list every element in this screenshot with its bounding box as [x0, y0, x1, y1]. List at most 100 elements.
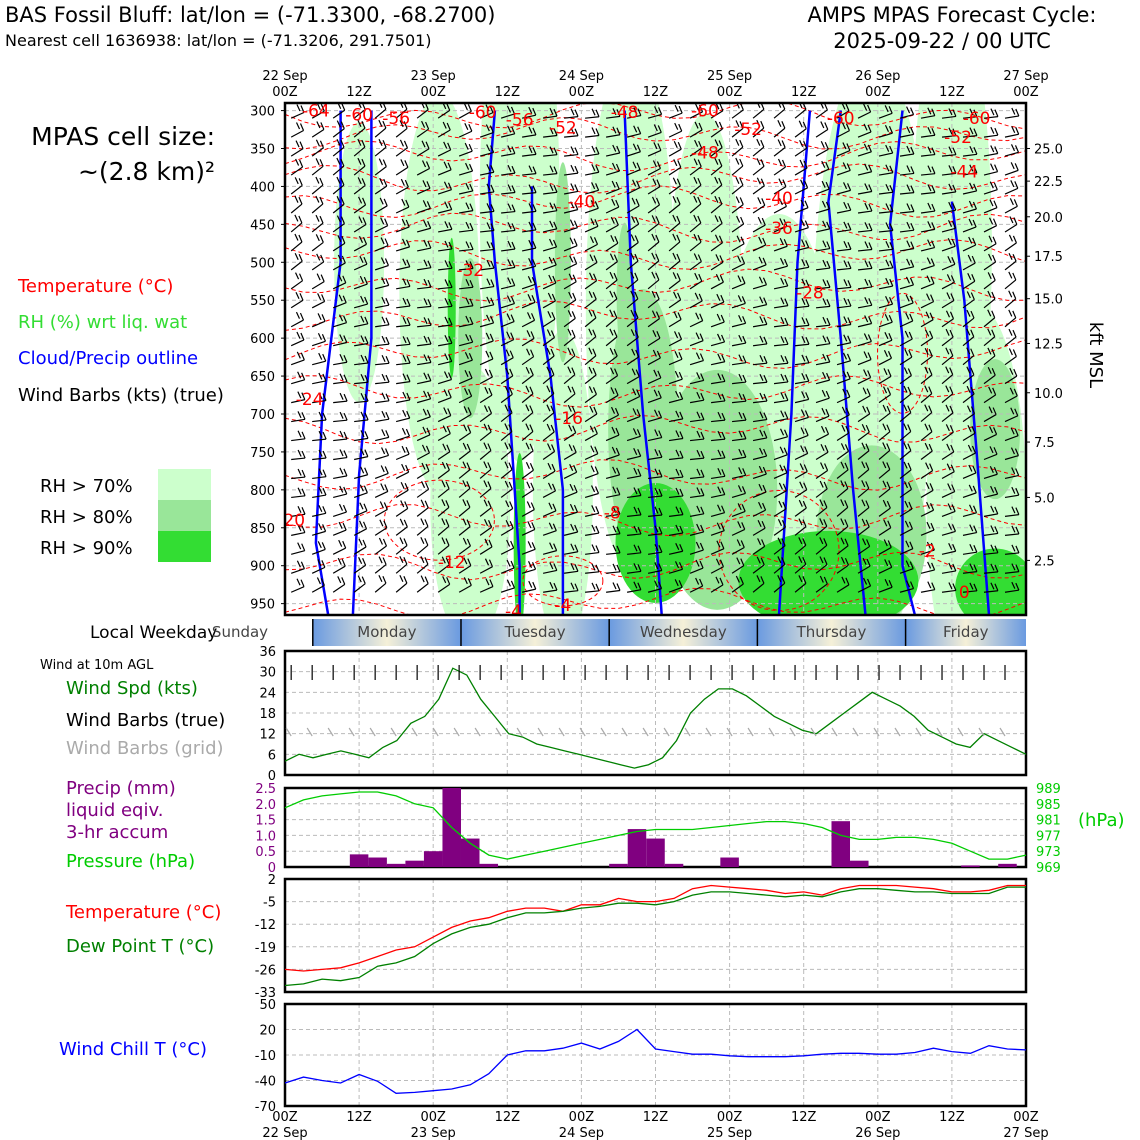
kft-tick-label: 15.0 — [1034, 293, 1063, 308]
wind-barb-flag — [694, 121, 699, 129]
wind-barb-flag — [406, 259, 411, 267]
wind-barb-flag — [658, 507, 663, 516]
wind-barb — [606, 513, 621, 517]
wind-barb-flag — [462, 442, 467, 450]
wind-barb-flag — [763, 336, 768, 345]
wind-barb-flag — [763, 317, 768, 325]
wind-barb-flag — [781, 120, 786, 129]
wind-barb — [291, 476, 306, 480]
wind-barb-flag — [847, 222, 852, 231]
wind-barb-flag — [843, 334, 848, 342]
wind-barb — [290, 241, 303, 252]
wind-barb-flag — [821, 160, 826, 168]
wind-barb — [626, 133, 641, 138]
wind-barb-flag — [756, 575, 761, 583]
wind-barb-flag — [952, 202, 957, 211]
wind-barb — [311, 566, 326, 574]
wind-barb — [564, 590, 579, 593]
wind-barb — [710, 222, 723, 233]
temperature-label: -40 — [568, 193, 596, 213]
wind-barb-flag — [589, 405, 594, 413]
wind-barb — [500, 469, 513, 479]
wind-barb-flag — [761, 520, 766, 529]
wind-barb-flag — [301, 525, 306, 533]
wind-barb — [857, 431, 870, 442]
wind-barb-grid — [663, 727, 670, 737]
wind-barb-flag — [529, 443, 534, 452]
wind-barb-flag — [653, 124, 658, 132]
wind-barb — [585, 571, 600, 574]
wind-barb — [815, 286, 831, 290]
wind-barb-flag — [868, 184, 873, 192]
wind-barb-flag — [568, 444, 573, 452]
wind-barb — [438, 267, 453, 271]
wind-barb — [584, 512, 599, 517]
wind-barb-flag — [399, 537, 404, 545]
wind-barb — [312, 512, 326, 517]
wind-barb — [647, 551, 663, 555]
wind-barb — [563, 245, 578, 252]
wind-barb-flag — [717, 449, 722, 457]
wind-barb-flag — [468, 389, 473, 397]
wind-barb-flag — [695, 332, 700, 340]
wind-barb-flag — [973, 544, 978, 553]
wind-barb — [710, 128, 723, 138]
wind-barb-flag — [931, 185, 936, 193]
wind-barb — [773, 245, 788, 252]
wind-barb-flag — [553, 128, 558, 136]
wind-barb — [458, 469, 471, 479]
wind-barb — [438, 305, 453, 309]
wind-barb-flag — [511, 241, 516, 250]
wind-barb — [333, 381, 348, 385]
wind-barb — [395, 471, 409, 480]
weekday-name: Friday — [943, 623, 989, 641]
wind-barb-flag — [673, 291, 678, 299]
wind-barb — [857, 450, 870, 460]
precip-bar — [720, 857, 739, 867]
windchill-label: Wind Chill T (°C) — [59, 1039, 207, 1060]
wind-barb-flag — [678, 562, 684, 570]
wind-barb-flag — [841, 406, 846, 414]
wind-barb-flag — [843, 182, 848, 190]
wind-barb-flag — [572, 274, 577, 283]
wind-barb-flag — [888, 332, 893, 341]
wind-barb-flag — [613, 310, 618, 318]
wind-barb-flag — [611, 446, 616, 454]
wind-barb-flag — [485, 332, 490, 340]
wind-barb-flag — [595, 128, 600, 136]
wind-barb-flag — [467, 407, 472, 415]
precip-bar — [646, 838, 665, 867]
wind-barb-flag — [442, 425, 447, 433]
bottom-hour-label: 00Z — [865, 1110, 891, 1125]
wind-barb-flag — [447, 162, 452, 171]
wind-barb-flag — [928, 443, 933, 452]
wind-barb — [794, 128, 807, 138]
wind-barb-flag — [969, 146, 974, 154]
rh90-region — [513, 452, 526, 615]
wind-barb-flag — [402, 354, 407, 362]
wind-barb-grid — [369, 727, 376, 737]
wind-barb-flag — [945, 385, 950, 393]
wind-barb — [648, 495, 663, 499]
wind-barb — [878, 566, 892, 574]
cloud-outline — [314, 110, 342, 615]
wind-barb-flag — [444, 260, 449, 268]
wind-barb-flag — [987, 290, 992, 298]
rh90-label: RH > 90% — [40, 538, 133, 559]
wind-barb — [458, 565, 472, 574]
wind-barb — [836, 149, 851, 157]
wind-barb — [416, 109, 429, 119]
wind-barb-flag — [426, 181, 431, 189]
wind-barb-flag — [468, 370, 473, 379]
wind-barb — [542, 282, 557, 290]
wind-barb-flag — [571, 386, 576, 395]
wind-barb-flag — [736, 539, 741, 547]
wind-barb — [437, 451, 451, 461]
wind-barb-flag — [990, 485, 995, 493]
wind-barb — [479, 546, 493, 555]
wind-barb-flag — [357, 119, 362, 127]
wind-barb-flag — [972, 237, 977, 246]
wind-barb-flag — [421, 140, 426, 148]
wind-barb-flag — [672, 177, 677, 185]
wind-barb-flag — [926, 501, 931, 509]
